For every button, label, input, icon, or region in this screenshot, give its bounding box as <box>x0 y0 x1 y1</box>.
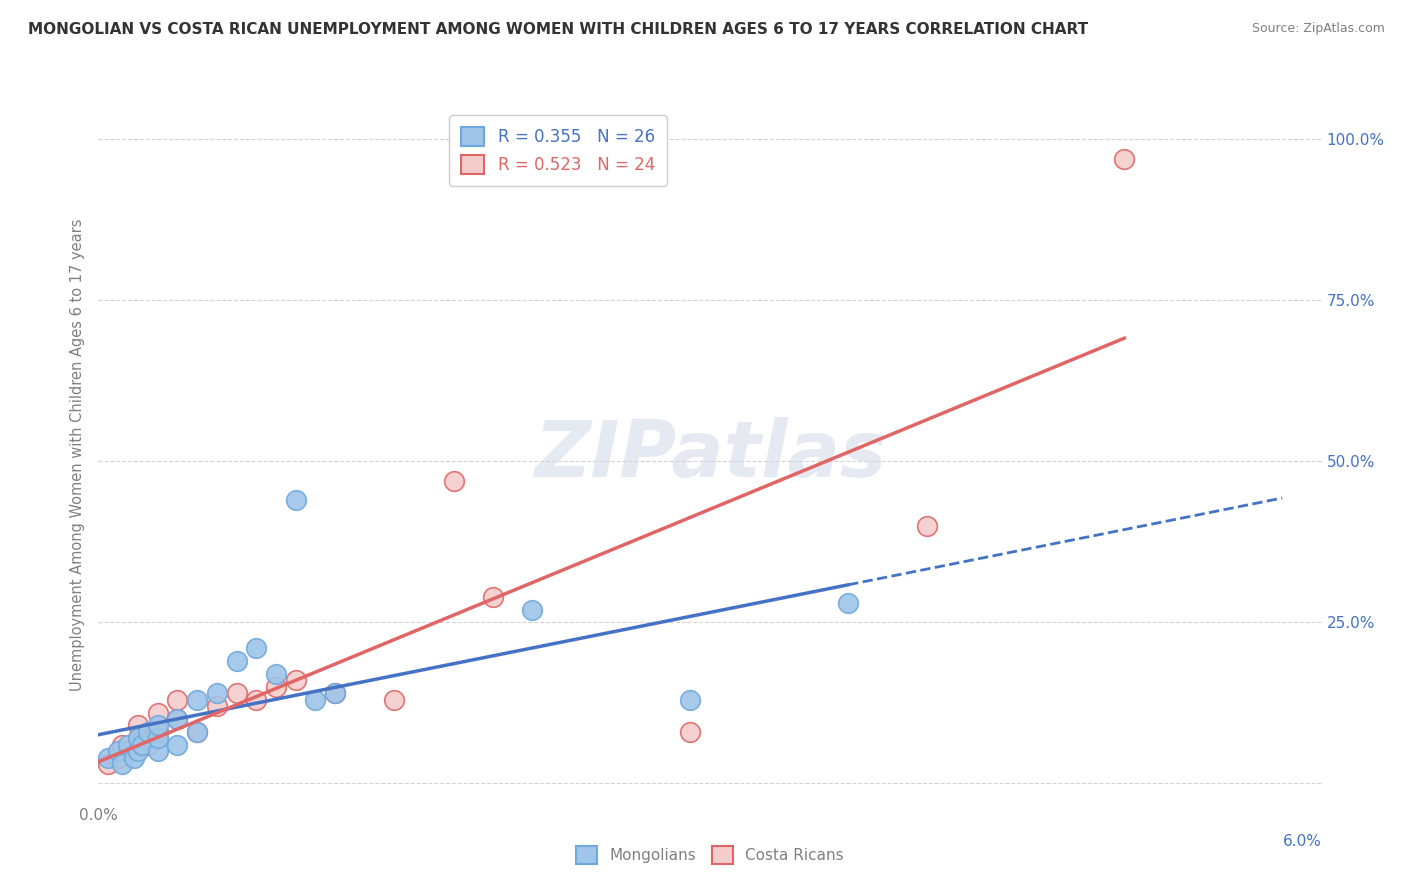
Y-axis label: Unemployment Among Women with Children Ages 6 to 17 years: Unemployment Among Women with Children A… <box>70 219 86 691</box>
Point <box>264 680 287 694</box>
Point <box>166 692 188 706</box>
Point <box>166 712 188 726</box>
Point <box>264 667 287 681</box>
Point <box>186 725 208 739</box>
Point <box>127 731 149 746</box>
Point <box>679 725 702 739</box>
Point <box>323 686 346 700</box>
Point <box>679 692 702 706</box>
Text: ZIPatlas: ZIPatlas <box>534 417 886 493</box>
Point <box>127 718 149 732</box>
Point <box>127 744 149 758</box>
Point <box>117 738 139 752</box>
Point <box>136 738 159 752</box>
Point <box>131 738 153 752</box>
Point <box>97 757 120 772</box>
Point <box>205 686 228 700</box>
Point <box>166 738 188 752</box>
Point <box>146 725 169 739</box>
Point <box>107 744 129 758</box>
Point <box>837 596 859 610</box>
Point <box>915 518 938 533</box>
Text: 6.0%: 6.0% <box>1282 834 1322 849</box>
Point <box>1114 152 1136 166</box>
Legend: Mongolians, Costa Ricans: Mongolians, Costa Ricans <box>568 838 852 871</box>
Point <box>323 686 346 700</box>
Point <box>245 641 267 656</box>
Point <box>284 493 307 508</box>
Point <box>482 590 505 604</box>
Point <box>136 725 159 739</box>
Point <box>284 673 307 688</box>
Point <box>107 750 129 764</box>
Point <box>186 725 208 739</box>
Point <box>166 712 188 726</box>
Point <box>111 757 134 772</box>
Point <box>186 692 208 706</box>
Point <box>225 654 247 668</box>
Point <box>117 744 139 758</box>
Point <box>127 731 149 746</box>
Point <box>205 699 228 714</box>
Point <box>146 731 169 746</box>
Point <box>146 706 169 720</box>
Point <box>97 750 120 764</box>
Point <box>443 474 465 488</box>
Point <box>146 744 169 758</box>
Point <box>304 692 326 706</box>
Point <box>245 692 267 706</box>
Point <box>225 686 247 700</box>
Point <box>122 750 145 764</box>
Text: MONGOLIAN VS COSTA RICAN UNEMPLOYMENT AMONG WOMEN WITH CHILDREN AGES 6 TO 17 YEA: MONGOLIAN VS COSTA RICAN UNEMPLOYMENT AM… <box>28 22 1088 37</box>
Point <box>522 602 544 616</box>
Point <box>111 738 134 752</box>
Point <box>382 692 405 706</box>
Point <box>146 718 169 732</box>
Text: Source: ZipAtlas.com: Source: ZipAtlas.com <box>1251 22 1385 36</box>
